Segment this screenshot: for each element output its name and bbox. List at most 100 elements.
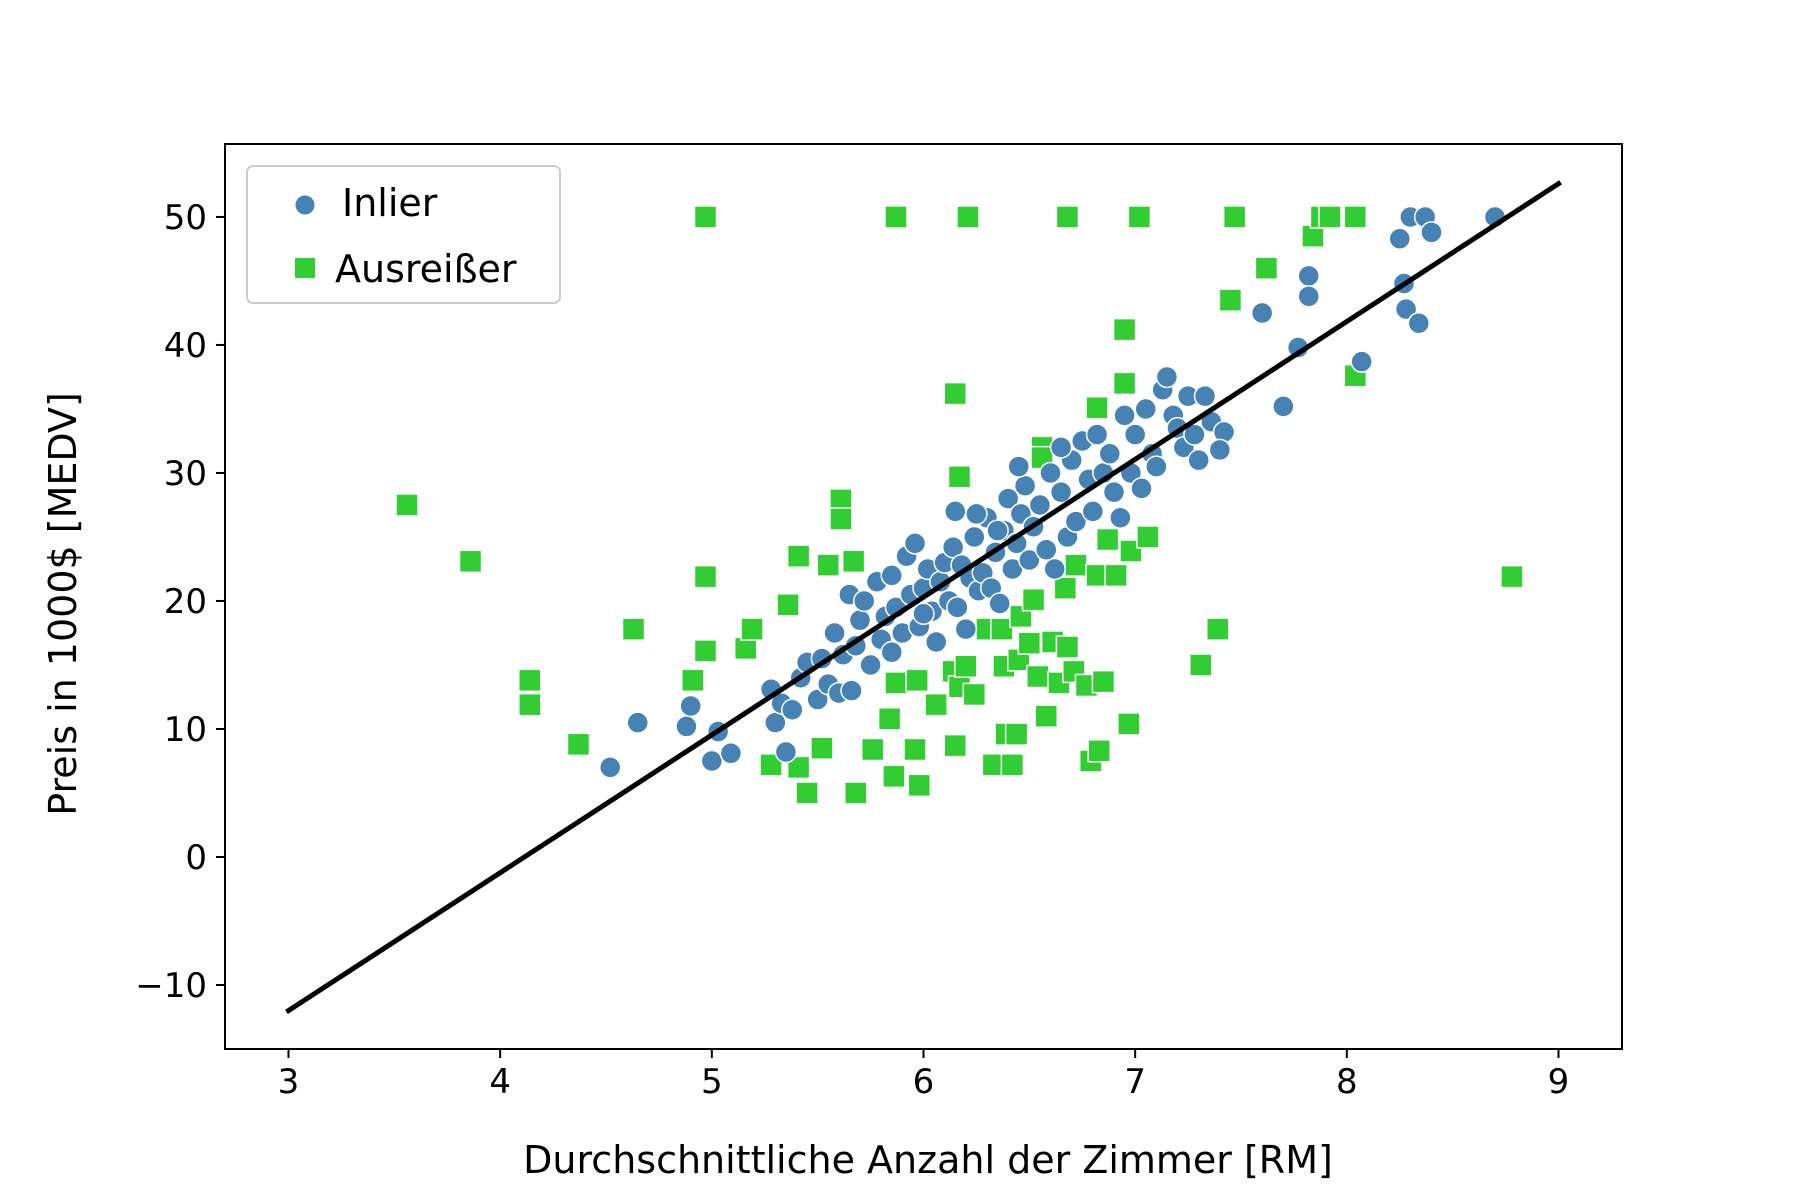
outlier-point	[1205, 617, 1230, 641]
inlier-series	[598, 205, 1507, 779]
inlier-point	[965, 502, 988, 526]
outlier-point	[954, 654, 978, 679]
legend-inlier-label: Inlier	[342, 181, 438, 225]
inlier-point	[1187, 448, 1210, 472]
inlier-point	[840, 679, 863, 702]
legend-outlier-marker	[295, 258, 315, 278]
outlier-point	[1026, 664, 1050, 689]
outlier-point	[518, 692, 542, 717]
outlier-point	[1189, 653, 1213, 677]
inlier-point	[1297, 285, 1320, 308]
y-tick-label: 40	[164, 326, 207, 366]
inlier-point	[1183, 423, 1206, 446]
inlier-point	[1388, 227, 1411, 250]
outlier-point	[1053, 576, 1078, 600]
outlier-point	[1004, 722, 1029, 746]
inlier-point	[1123, 423, 1147, 446]
inlier-point	[1109, 506, 1132, 530]
outlier-point	[1112, 317, 1137, 342]
outlier-point	[1000, 753, 1025, 777]
outlier-point	[1021, 587, 1046, 612]
inlier-point	[1297, 264, 1320, 288]
outlier-point	[816, 553, 840, 577]
inlier-point	[1049, 436, 1073, 459]
outlier-point	[1222, 205, 1247, 229]
inlier-point	[988, 592, 1011, 615]
outlier-point	[1095, 527, 1120, 552]
outlier-point	[1034, 704, 1059, 728]
y-tick-label: 0	[185, 838, 207, 878]
x-tick-label: 6	[913, 1062, 935, 1102]
legend-frame	[246, 165, 561, 304]
legend-inlier-marker	[294, 194, 316, 216]
y-axis-title: Preis in 1000$ [MEDV]	[41, 392, 85, 816]
inlier-point	[1081, 500, 1105, 523]
outlier-point	[903, 737, 927, 762]
x-tick-label: 3	[278, 1062, 300, 1102]
x-tick-label: 8	[1336, 1062, 1358, 1102]
inlier-point	[1064, 510, 1088, 533]
inlier-point	[946, 596, 969, 619]
inlier-point	[1420, 221, 1443, 244]
inlier-point	[1035, 538, 1058, 562]
inlier-point	[859, 653, 882, 677]
outlier-point	[1500, 564, 1524, 589]
inlier-point	[1043, 557, 1066, 581]
outlier-point	[681, 668, 705, 693]
inlier-point	[774, 740, 798, 764]
inlier-point	[944, 500, 967, 523]
outlier-point	[943, 381, 967, 406]
outlier-point	[1091, 669, 1116, 694]
inlier-point	[675, 715, 698, 738]
inlier-point	[700, 749, 724, 773]
outlier-point	[905, 668, 929, 693]
inlier-point	[806, 688, 829, 711]
outlier-point	[1117, 712, 1141, 736]
outlier-series	[395, 205, 1524, 805]
outlier-point	[1254, 256, 1279, 280]
inlier-point	[1085, 423, 1109, 446]
y-tick-label: −10	[135, 966, 207, 1006]
inlier-point	[880, 640, 903, 664]
inlier-point	[963, 525, 986, 549]
inlier-point	[1145, 455, 1168, 478]
outlier-point	[566, 732, 591, 757]
outlier-point	[1087, 738, 1111, 763]
inlier-point	[1098, 442, 1122, 466]
outlier-point	[810, 736, 834, 760]
outlier-point	[844, 781, 868, 805]
outlier-point	[458, 549, 483, 574]
outlier-point	[759, 753, 783, 777]
outlier-point	[943, 733, 967, 758]
outlier-point	[841, 549, 866, 574]
outlier-point	[621, 617, 646, 641]
inlier-point	[1028, 493, 1052, 517]
outlier-point	[962, 682, 987, 707]
outlier-point	[907, 773, 932, 798]
inlier-point	[598, 756, 622, 779]
inlier-point	[626, 711, 649, 734]
inlier-point	[1007, 455, 1030, 478]
outlier-point	[1343, 205, 1368, 229]
inlier-point	[903, 532, 927, 555]
regression-line	[285, 180, 1562, 1015]
outlier-point	[1055, 635, 1080, 659]
outlier-point	[1085, 395, 1109, 420]
outlier-point	[860, 737, 885, 762]
inlier-point	[823, 621, 846, 645]
inlier-point	[880, 564, 903, 587]
inlier-point	[996, 487, 1020, 510]
inlier-point	[1113, 404, 1136, 427]
y-axis-ticks: −10 0 10 20 30 40 50	[135, 198, 225, 1006]
inlier-point	[924, 630, 948, 654]
x-tick-label: 9	[1548, 1062, 1570, 1102]
outlier-point	[786, 755, 811, 780]
inlier-point	[1134, 397, 1157, 421]
y-tick-label: 30	[164, 454, 207, 494]
inlier-point	[1049, 480, 1073, 504]
outlier-point	[1112, 371, 1137, 396]
outlier-point	[1136, 525, 1160, 549]
outlier-point	[829, 507, 853, 531]
inlier-point	[1102, 480, 1126, 504]
